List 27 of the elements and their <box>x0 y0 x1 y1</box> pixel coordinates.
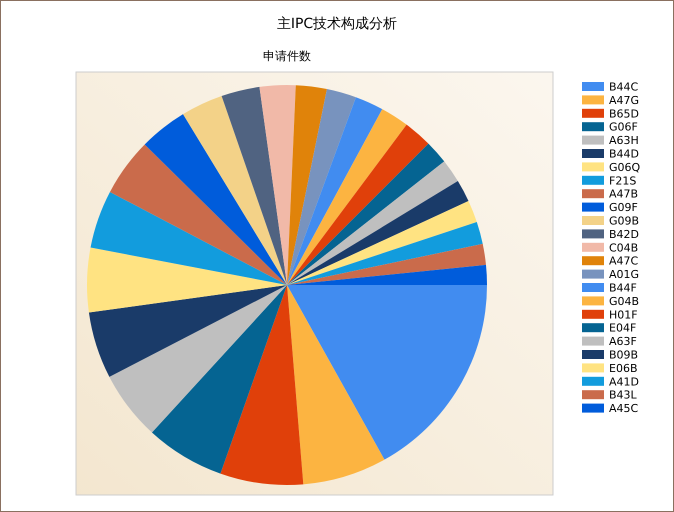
legend-label: A47C <box>609 254 639 268</box>
legend-label: G09F <box>609 201 638 214</box>
legend-label: A41D <box>609 375 639 388</box>
legend-label: G06Q <box>609 160 641 174</box>
legend-label: E04F <box>609 322 636 335</box>
chart-subtitle: 申请件数 <box>263 49 311 63</box>
legend-label: A01G <box>609 268 640 282</box>
legend-label: B44C <box>609 80 639 94</box>
legend-label: C04B <box>609 241 638 254</box>
legend-label: G06F <box>609 120 638 134</box>
legend-label: E06B <box>609 362 638 375</box>
legend-label: A45C <box>609 402 639 416</box>
legend-label: B42D <box>609 228 640 241</box>
legend-label: F21S <box>609 174 636 188</box>
legend-label: B43L <box>609 388 638 402</box>
legend-label: H01F <box>609 308 638 322</box>
legend-label: G04B <box>609 294 640 308</box>
legend-label: A63H <box>609 134 639 148</box>
legend-label: B44D <box>609 148 640 160</box>
legend-label: B65D <box>609 107 640 120</box>
legend-label: A47G <box>609 94 640 107</box>
chart-title: 主IPC技术构成分析 <box>276 16 398 32</box>
legend-label: B44F <box>609 282 637 294</box>
legend-label: A63F <box>609 335 637 348</box>
legend-label: B09B <box>609 348 638 362</box>
legend-label: G09B <box>609 214 640 228</box>
legend-label: A47B <box>609 188 638 201</box>
